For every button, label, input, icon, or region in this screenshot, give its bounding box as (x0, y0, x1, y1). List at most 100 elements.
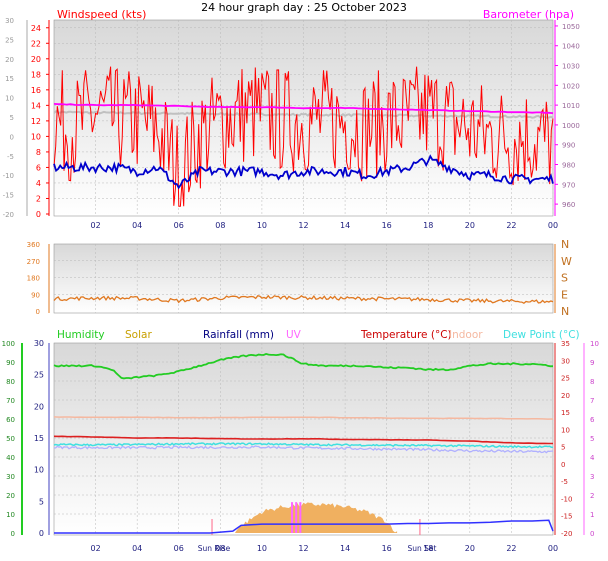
temperature-legend-item: Rainfall (mm) (203, 329, 274, 341)
temperature-legend-item: Temperature (°C) (360, 329, 452, 341)
temperature-tick-label: -20 (561, 530, 572, 538)
uv-tick-label: 8 (590, 378, 594, 386)
wind-tick-label: 0 (36, 210, 41, 219)
outer-left-tick: -20 (3, 211, 14, 219)
time-tick-label: 10 (257, 221, 267, 230)
temperature-tick-label: -10 (561, 495, 572, 503)
temperature-tick-label: 20 (561, 392, 570, 400)
outer-left-tick: 20 (5, 56, 14, 64)
time-tick-label: 06 (174, 544, 184, 553)
uv-tick-label: 0 (590, 530, 594, 538)
time-tick-label: 02 (90, 221, 100, 230)
barometer-line (53, 103, 554, 115)
direction-panel (53, 243, 554, 314)
temperature-tick-label: 35 (561, 340, 570, 348)
outer-left-tick: -5 (7, 153, 14, 161)
uv-bar (295, 502, 298, 533)
temperature-tick-label: -5 (561, 478, 568, 486)
temperature-tick-label: 30 (561, 357, 570, 365)
uv-bar (299, 502, 302, 533)
humidity-tick-label: 0 (11, 530, 15, 538)
outer-left-tick: 0 (10, 133, 14, 141)
rainfall-tick-label: 15 (34, 434, 44, 443)
humidity-tick-label: 60 (6, 416, 15, 424)
time-tick-label: 04 (132, 544, 142, 553)
time-tick-label: 06 (174, 221, 184, 230)
time-tick-label: 08 (215, 544, 225, 553)
temperature-legend-item: UV (286, 329, 302, 341)
wind-chill-line (53, 445, 553, 454)
temperature-tick-label: 25 (561, 375, 570, 383)
temperature-legend-item: Dew Point (°C) (503, 329, 580, 341)
rainfall-line (54, 519, 554, 534)
solar-area (232, 502, 398, 533)
outer-left-tick: 25 (5, 36, 14, 44)
humidity-tick-label: 30 (6, 473, 15, 481)
indoor-line (53, 416, 554, 420)
sunset-label: Sun Set (407, 544, 436, 553)
humidity-tick-label: 10 (6, 511, 15, 519)
wind-tick-label: 16 (31, 86, 41, 95)
barometer-tick-label: 1010 (562, 102, 580, 110)
time-tick-label: 20 (465, 221, 475, 230)
uv-tick-label: 9 (590, 359, 594, 367)
graph-title: 24 hour graph day : 25 October 2023 (201, 1, 407, 14)
wind-tick-label: 4 (36, 179, 41, 188)
wind-tick-label: 10 (31, 132, 41, 141)
compass-label: N (561, 305, 569, 318)
time-tick-label: 12 (298, 221, 308, 230)
time-tick-label: 16 (382, 221, 392, 230)
humidity-tick-label: 50 (6, 435, 15, 443)
uv-tick-label: 5 (590, 435, 594, 443)
wind-tick-label: 18 (31, 70, 41, 79)
outer-left-tick: 10 (5, 95, 14, 103)
direction-tick-label: 90 (31, 291, 40, 299)
uv-tick-label: 10 (590, 340, 599, 348)
wind-tick-label: 8 (36, 148, 41, 157)
rainfall-tick-label: 25 (34, 371, 44, 380)
time-tick-label: 02 (90, 544, 100, 553)
dew-point-line (53, 442, 553, 449)
humidity-tick-label: 70 (6, 397, 15, 405)
outer-left-tick: -15 (3, 192, 14, 200)
outer-left-tick: 5 (10, 114, 14, 122)
uv-bar (291, 502, 294, 533)
compass-label: W (561, 255, 572, 268)
temperature-tick-label: 5 (561, 444, 565, 452)
temperature-tick-label: 0 (561, 461, 565, 469)
barometer-tick-label: 1020 (562, 82, 580, 90)
temperature-tick-label: 10 (561, 426, 570, 434)
time-tick-label: 18 (423, 544, 433, 553)
time-tick-label: 16 (382, 544, 392, 553)
direction-tick-label: 180 (27, 275, 40, 283)
barometer-secondary-line (53, 109, 554, 119)
time-tick-label: 00 (548, 221, 558, 230)
wind-tick-label: 6 (36, 163, 41, 172)
humidity-tick-label: 100 (2, 340, 15, 348)
time-tick-label: 14 (340, 544, 350, 553)
humidity-tick-label: 20 (6, 492, 15, 500)
outer-left-tick: 30 (5, 17, 14, 25)
uv-tick-label: 7 (590, 397, 594, 405)
windspeed-legend: Windspeed (kts) (57, 8, 146, 21)
barometer-tick-label: 1030 (562, 63, 580, 71)
temperature-legend-item: Humidity (57, 329, 105, 341)
barometer-tick-label: 1040 (562, 43, 580, 51)
compass-label: E (561, 288, 568, 301)
humidity-line (53, 352, 554, 380)
direction-tick-label: 0 (36, 308, 40, 316)
time-tick-label: 00 (548, 544, 558, 553)
barometer-tick-label: 970 (562, 181, 575, 189)
uv-tick-label: 4 (590, 454, 595, 462)
rainfall-tick-label: 20 (34, 402, 44, 411)
direction-tick-label: 270 (27, 258, 40, 266)
temperature-tick-label: -15 (561, 513, 572, 521)
rainfall-tick-label: 0 (39, 529, 44, 538)
barometer-tick-label: 960 (562, 201, 575, 209)
compass-label: N (561, 238, 569, 251)
wind-gust-line (53, 66, 554, 207)
barometer-tick-label: 1050 (562, 23, 580, 31)
outer-left-tick: -10 (3, 172, 14, 180)
barometer-tick-label: 980 (562, 162, 575, 170)
